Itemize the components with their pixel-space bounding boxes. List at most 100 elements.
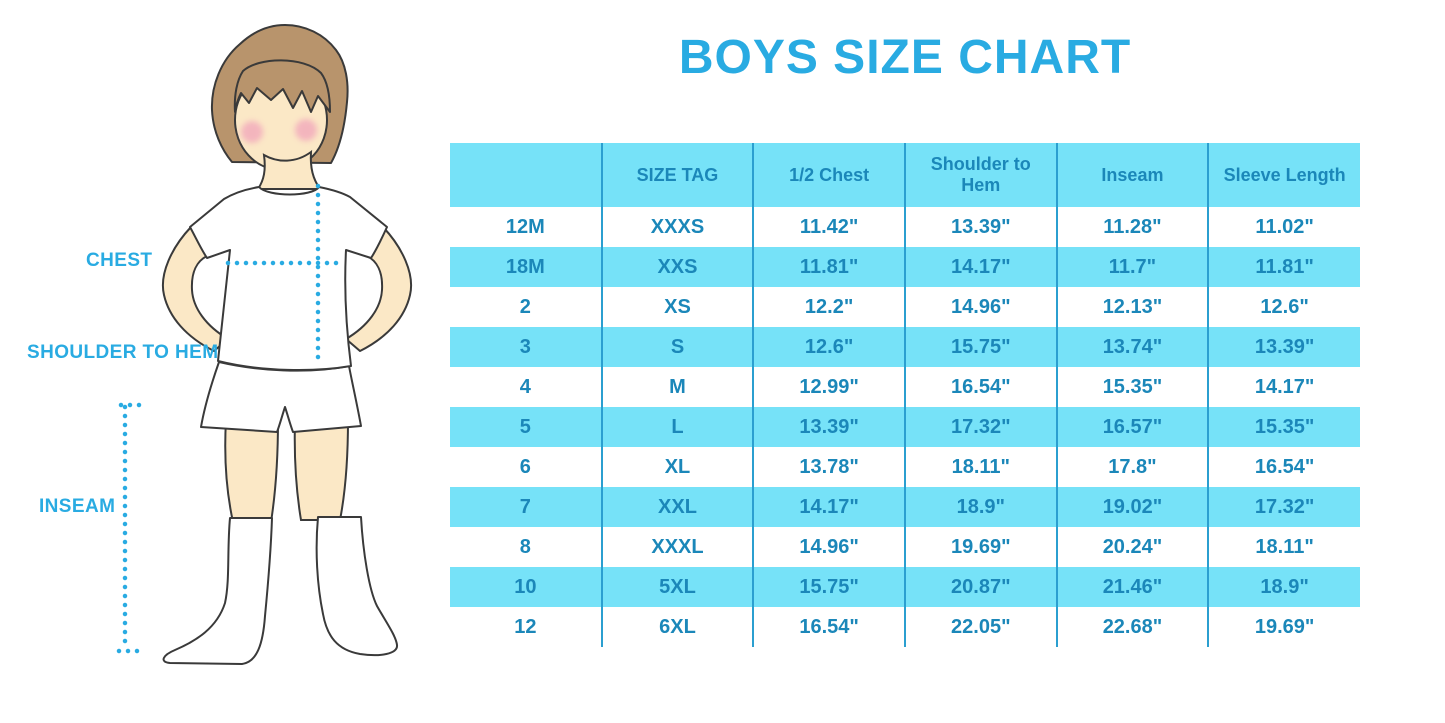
table-cell: 16.54": [752, 607, 905, 647]
header-cell-sleeve-length: Sleeve Length: [1207, 143, 1360, 207]
table-cell: 21.46": [1055, 567, 1209, 607]
table-cell: 12.2": [752, 287, 905, 327]
size-cell: 3: [450, 327, 602, 367]
table-row: 8 XXXL 14.96" 19.69" 20.24" 18.11": [450, 527, 1360, 567]
table-cell: XXXL: [600, 527, 754, 567]
size-cell: 12: [450, 607, 602, 647]
header-cell-shoulder-to-hem: Shoulder to Hem: [903, 143, 1057, 207]
table-cell: 22.68": [1055, 607, 1209, 647]
table-cell: M: [600, 367, 754, 407]
table-row: 3 S 12.6" 15.75" 13.74" 13.39": [450, 327, 1360, 367]
page-title: BOYS SIZE CHART: [678, 31, 1132, 84]
table-cell: 13.39": [1207, 327, 1360, 367]
table-cell: 17.8": [1055, 447, 1209, 487]
inseam-label: INSEAM: [39, 496, 116, 517]
size-cell: 7: [450, 487, 602, 527]
header-cell-half-chest: 1/2 Chest: [752, 143, 905, 207]
size-cell: 8: [450, 527, 602, 567]
table-cell: 12.6": [752, 327, 905, 367]
table-cell: 14.17": [752, 487, 905, 527]
t-shirt: [189, 186, 388, 372]
table-cell: 17.32": [903, 407, 1057, 447]
boy-illustration: [116, 24, 413, 665]
table-cell: 11.81": [752, 247, 905, 287]
table-cell: XS: [600, 287, 754, 327]
size-table: SIZE TAG 1/2 Chest Shoulder to Hem Insea…: [450, 143, 1360, 647]
hair-bangs: [233, 59, 331, 113]
size-cell: 5: [450, 407, 602, 447]
table-cell: 15.35": [1055, 367, 1209, 407]
table-cell: 11.81": [1207, 247, 1360, 287]
table-row: 2 XS 12.2" 14.96" 12.13" 12.6": [450, 287, 1360, 327]
header-row: SIZE TAG 1/2 Chest Shoulder to Hem Insea…: [450, 143, 1360, 207]
table-cell: 18.11": [903, 447, 1057, 487]
table-cell: 13.39": [903, 207, 1057, 247]
table-cell: 18.9": [903, 487, 1057, 527]
right-sock: [315, 516, 398, 657]
table-cell: 11.42": [752, 207, 905, 247]
table-cell: 18.9": [1207, 567, 1360, 607]
table-cell: 5XL: [600, 567, 754, 607]
shoulder-to-hem-label: SHOULDER TO HEM: [27, 342, 219, 363]
header-cell-size-tag: SIZE TAG: [600, 143, 754, 207]
table-cell: 19.02": [1055, 487, 1209, 527]
table-cell: 14.96": [903, 287, 1057, 327]
size-cell: 4: [450, 367, 602, 407]
table-cell: 13.74": [1055, 327, 1209, 367]
right-leg: [293, 419, 350, 521]
table-cell: 13.78": [752, 447, 905, 487]
table-cell: 14.17": [903, 247, 1057, 287]
left-cheek: [241, 121, 263, 143]
table-cell: 17.32": [1207, 487, 1360, 527]
size-cell: 12M: [450, 207, 602, 247]
table-cell: 16.54": [1207, 447, 1360, 487]
table-cell: 15.35": [1207, 407, 1360, 447]
shorts: [200, 361, 362, 433]
size-cell: 6: [450, 447, 602, 487]
table-cell: XXL: [600, 487, 754, 527]
size-cell: 10: [450, 567, 602, 607]
table-cell: 14.17": [1207, 367, 1360, 407]
table-cell: S: [600, 327, 754, 367]
table-cell: 11.7": [1055, 247, 1209, 287]
size-cell: 2: [450, 287, 602, 327]
neck: [256, 149, 322, 190]
table-cell: 12.6": [1207, 287, 1360, 327]
table-row: 4 M 12.99" 16.54" 15.35" 14.17": [450, 367, 1360, 407]
table-cell: 18.11": [1207, 527, 1360, 567]
table-cell: 20.87": [903, 567, 1057, 607]
table-row: 5 L 13.39" 17.32" 16.57" 15.35": [450, 407, 1360, 447]
table-cell: 12.99": [752, 367, 905, 407]
table-cell: 16.54": [903, 367, 1057, 407]
size-cell: 18M: [450, 247, 602, 287]
table-cell: XXXS: [600, 207, 754, 247]
table-cell: 15.75": [903, 327, 1057, 367]
table-cell: 20.24": [1055, 527, 1209, 567]
table-body: 12M XXXS 11.42" 13.39" 11.28" 11.02" 18M…: [450, 207, 1360, 647]
table-row: 6 XL 13.78" 18.11" 17.8" 16.54": [450, 447, 1360, 487]
table-cell: XXS: [600, 247, 754, 287]
table-cell: 15.75": [752, 567, 905, 607]
left-leg: [224, 419, 280, 523]
table-row: 18M XXS 11.81" 14.17" 11.7" 11.81": [450, 247, 1360, 287]
table-cell: XL: [600, 447, 754, 487]
table-cell: 6XL: [600, 607, 754, 647]
figure-area: CHEST SHOULDER TO HEM INSEAM: [0, 0, 450, 723]
header-cell-blank: [450, 143, 602, 207]
table-cell: 14.96": [752, 527, 905, 567]
right-cheek: [295, 119, 317, 141]
table-cell: 11.02": [1207, 207, 1360, 247]
table-cell: 19.69": [903, 527, 1057, 567]
table-row: 12 6XL 16.54" 22.05" 22.68" 19.69": [450, 607, 1360, 647]
header-cell-inseam: Inseam: [1055, 143, 1209, 207]
table-cell: 12.13": [1055, 287, 1209, 327]
left-sock: [162, 517, 273, 665]
table-cell: 19.69": [1207, 607, 1360, 647]
table-cell: 13.39": [752, 407, 905, 447]
table-cell: L: [600, 407, 754, 447]
table-cell: 22.05": [903, 607, 1057, 647]
right-arm: [345, 226, 413, 352]
table-header: SIZE TAG 1/2 Chest Shoulder to Hem Insea…: [450, 143, 1360, 207]
table-row: 12M XXXS 11.42" 13.39" 11.28" 11.02": [450, 207, 1360, 247]
